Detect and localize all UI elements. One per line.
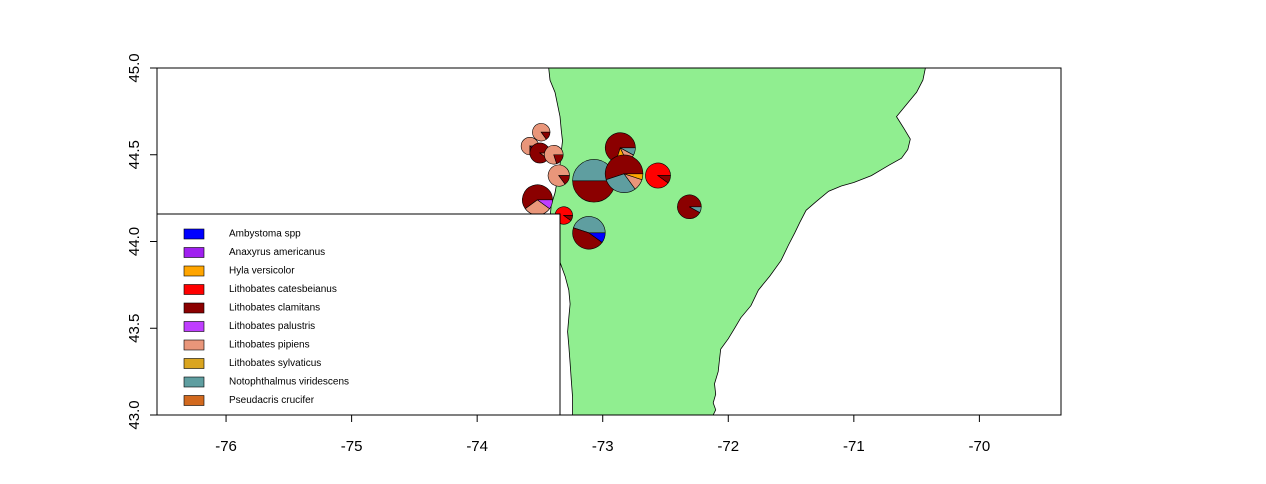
pie-slice xyxy=(540,131,551,140)
pie-slice xyxy=(553,154,564,165)
legend-swatch xyxy=(183,339,205,351)
legend-label: Notophthalmus viridescens xyxy=(229,377,349,388)
x-tick-label: -70 xyxy=(969,438,991,455)
pie-chart-site xyxy=(645,162,671,189)
land-layer xyxy=(548,68,926,415)
pie-chart-site xyxy=(677,194,702,219)
x-tick-label: -74 xyxy=(466,438,488,455)
pie-slice xyxy=(587,232,606,243)
legend-swatch xyxy=(183,284,205,295)
pie-slice xyxy=(562,215,573,222)
pie-slice xyxy=(522,184,553,210)
pie-slice xyxy=(536,199,553,210)
legend-label: Lithobates catesbeianus xyxy=(229,284,337,295)
pie-slice xyxy=(573,216,606,234)
pie-slice xyxy=(605,173,636,193)
legend-label: Anaxyrus americanus xyxy=(229,247,325,258)
vermont-region xyxy=(548,68,926,415)
pie-layer xyxy=(520,123,702,250)
x-tick-label: -73 xyxy=(592,438,614,455)
pie-chart-site xyxy=(547,164,570,187)
legend-label: Hyla versicolor xyxy=(229,266,295,277)
pie-slice xyxy=(572,227,603,250)
legend-label: Lithobates clamitans xyxy=(229,303,320,314)
pie-slice xyxy=(520,137,539,156)
legend-swatch xyxy=(183,321,205,332)
pie-chart-site xyxy=(572,159,616,203)
legend-swatch xyxy=(183,228,205,240)
legend-label: Ambystoma spp xyxy=(229,229,301,240)
pie-slice xyxy=(604,154,644,181)
pie-chart-site xyxy=(522,184,553,216)
y-tick-label: 45.0 xyxy=(126,53,143,82)
y-tick-label: 43.0 xyxy=(126,400,143,429)
pie-slice xyxy=(620,147,636,156)
pie-slice xyxy=(623,173,644,181)
legend-swatch xyxy=(183,247,205,258)
x-tick-label: -72 xyxy=(717,438,739,455)
legend-label: Lithobates sylvaticus xyxy=(229,358,321,369)
legend-swatch xyxy=(183,376,205,388)
pie-slice xyxy=(657,175,671,184)
y-tick-label: 44.5 xyxy=(126,140,143,169)
legend: Ambystoma spp Anaxyrus americanus Hyla ver… xyxy=(156,213,561,416)
pie-slice xyxy=(689,206,702,213)
pie-chart-site xyxy=(604,154,644,193)
legend-swatch xyxy=(183,395,205,406)
legend-swatch xyxy=(183,302,205,314)
legend-box xyxy=(156,213,561,416)
x-tick-label: -76 xyxy=(215,438,237,455)
pie-chart-site xyxy=(544,145,564,165)
y-axis: 43.0 43.5 44.0 44.5 45.0 xyxy=(126,53,158,430)
y-tick-label: 43.5 xyxy=(126,314,143,343)
legend-label: Lithobates palustris xyxy=(229,321,315,332)
legend-label: Pseudacris crucifer xyxy=(229,395,315,406)
x-tick-label: -71 xyxy=(843,438,865,455)
legend-swatch xyxy=(183,358,205,369)
pie-chart-site xyxy=(532,123,551,142)
pie-slice xyxy=(558,175,570,185)
pie-chart-site xyxy=(572,216,606,250)
legend-swatch xyxy=(183,265,205,277)
legend-label: Lithobates pipiens xyxy=(229,340,310,351)
x-tick-label: -75 xyxy=(341,438,363,455)
y-tick-label: 44.0 xyxy=(126,227,143,256)
x-axis: -76 -75 -74 -73 -72 -71 -70 xyxy=(215,414,991,455)
